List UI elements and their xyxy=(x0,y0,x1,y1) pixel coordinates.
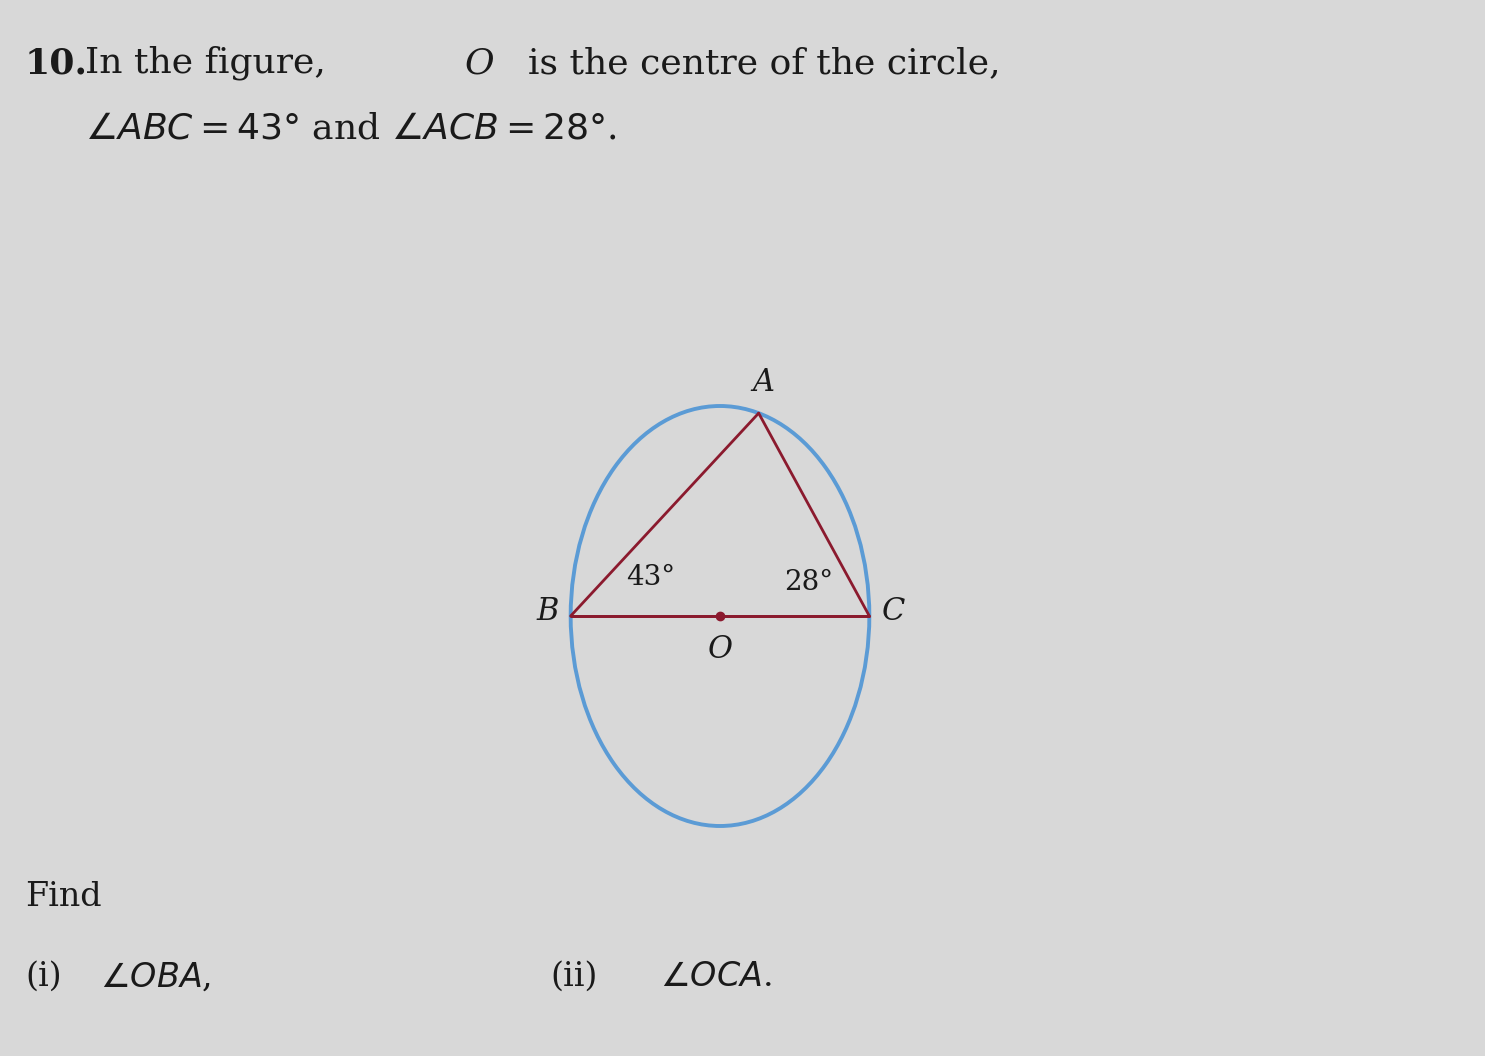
Text: Find: Find xyxy=(25,881,101,913)
Text: In the figure,: In the figure, xyxy=(85,46,349,80)
Text: O: O xyxy=(465,46,495,80)
Text: (i): (i) xyxy=(25,961,61,993)
Text: B: B xyxy=(536,596,558,626)
Text: $\angle OBA$,: $\angle OBA$, xyxy=(99,961,211,994)
Text: O: O xyxy=(707,634,732,665)
Text: 10.: 10. xyxy=(25,46,88,80)
Text: C: C xyxy=(881,596,904,626)
Text: A: A xyxy=(753,367,775,398)
Text: 28°: 28° xyxy=(784,569,833,596)
Text: 43°: 43° xyxy=(625,564,674,591)
Text: (ii): (ii) xyxy=(549,961,597,993)
Text: $\angle ABC = 43°$ and $\angle ACB = 28°$.: $\angle ABC = 43°$ and $\angle ACB = 28°… xyxy=(85,111,616,145)
Text: $\angle OCA$.: $\angle OCA$. xyxy=(659,961,772,993)
Text: is the centre of the circle,: is the centre of the circle, xyxy=(505,46,1001,80)
